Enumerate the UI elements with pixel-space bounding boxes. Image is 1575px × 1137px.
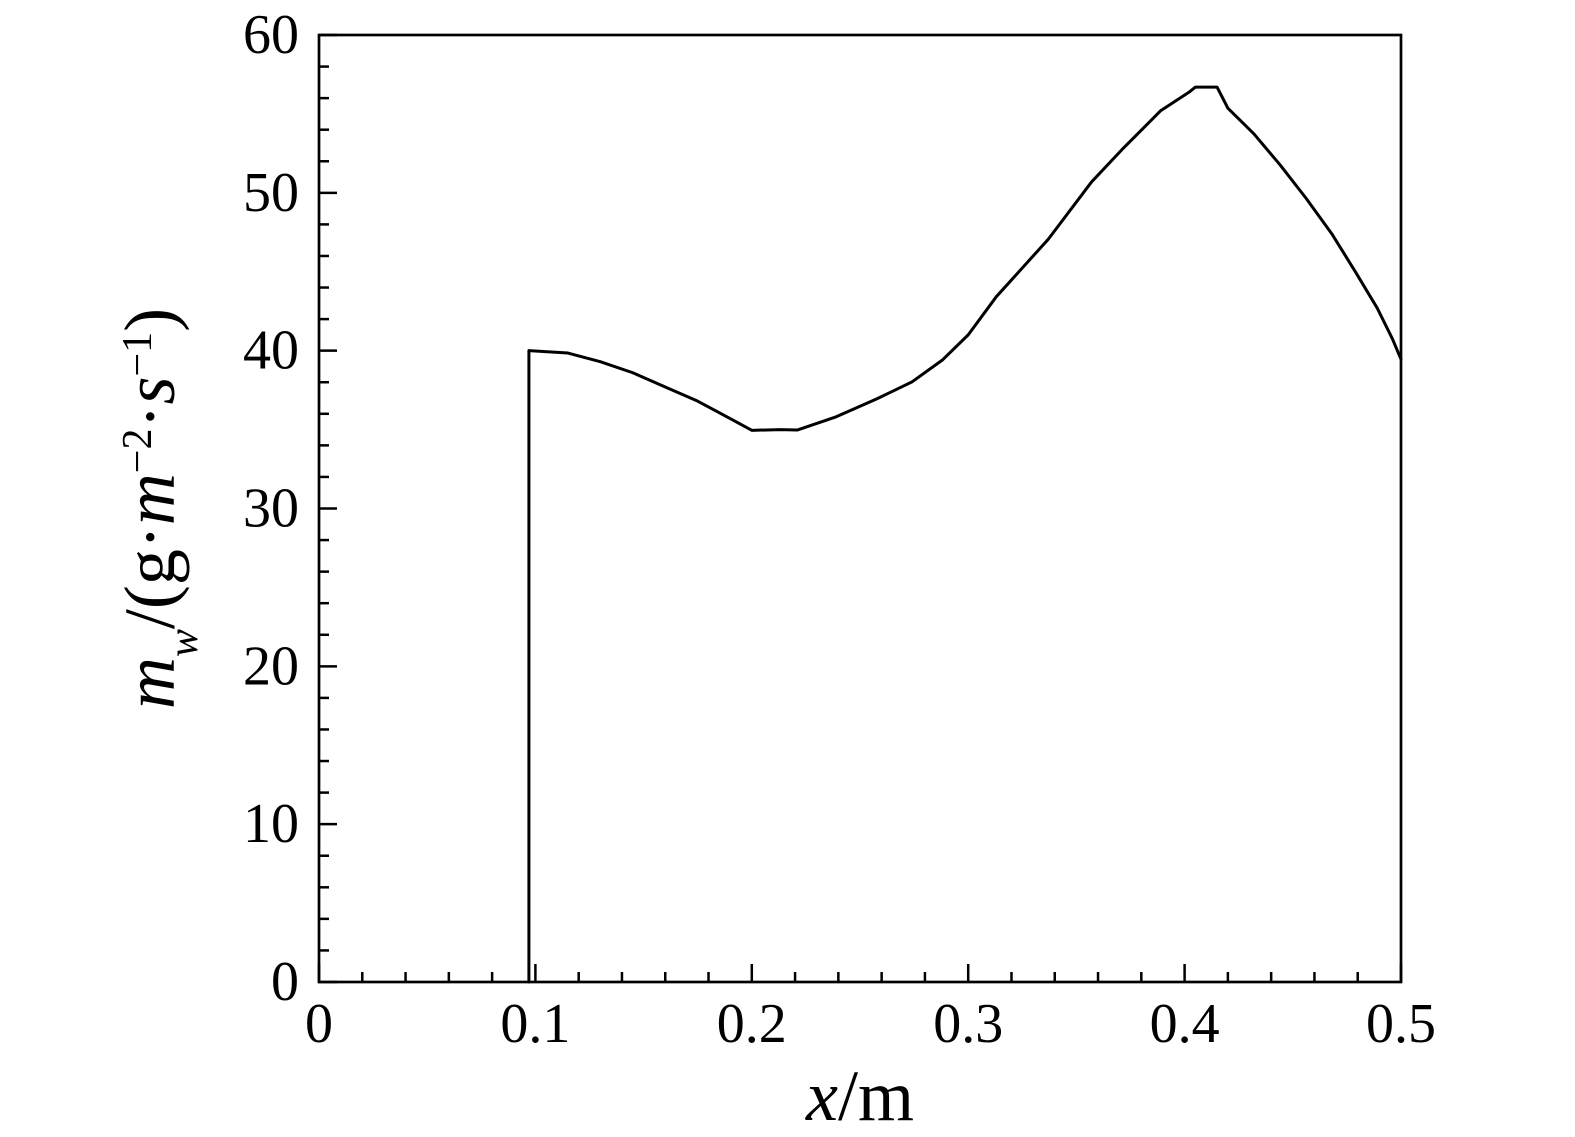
svg-text:0: 0: [305, 993, 333, 1055]
svg-text:x/m: x/m: [805, 1056, 914, 1132]
svg-text:0.5: 0.5: [1366, 993, 1436, 1055]
svg-text:0: 0: [271, 951, 299, 1013]
svg-text:0.1: 0.1: [500, 993, 570, 1055]
svg-text:60: 60: [243, 4, 299, 66]
svg-text:40: 40: [243, 320, 299, 382]
svg-text:0.4: 0.4: [1150, 993, 1220, 1055]
svg-text:20: 20: [243, 635, 299, 697]
svg-text:0.2: 0.2: [717, 993, 787, 1055]
svg-text:30: 30: [243, 478, 299, 540]
svg-text:mw/(g·m−2·s−1): mw/(g·m−2·s−1): [110, 308, 207, 709]
svg-text:50: 50: [243, 162, 299, 224]
svg-text:0.3: 0.3: [933, 993, 1003, 1055]
svg-text:10: 10: [243, 793, 299, 855]
